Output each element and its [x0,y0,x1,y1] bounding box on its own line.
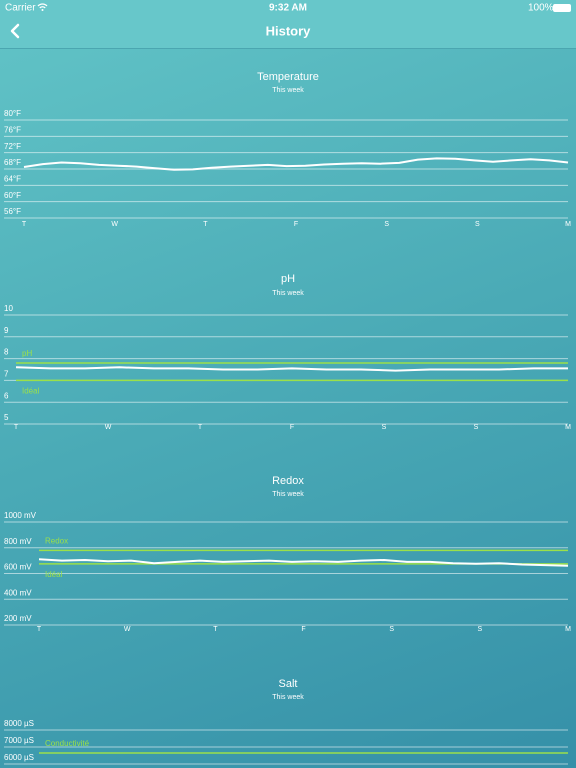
x-tick-label: T [213,626,218,633]
x-tick-label: T [203,221,208,228]
y-tick-label: 72°F [4,142,21,151]
reference-label: Conductivité [45,739,90,748]
y-tick-label: 8000 µS [4,719,34,728]
chart-title: Redox [272,475,304,487]
y-tick-label: 8 [4,348,9,357]
chart-subtitle: This week [272,694,304,701]
x-tick-label: M [565,424,571,431]
battery-icon [553,4,571,12]
x-tick-label: T [22,221,27,228]
data-line [15,366,568,372]
y-tick-label: 56°F [4,207,21,216]
y-tick-label: 80°F [4,109,21,118]
x-tick-label: S [384,221,389,228]
x-tick-label: W [105,424,112,431]
y-tick-label: 400 mV [4,588,32,597]
chart-subtitle: This week [272,290,304,297]
x-tick-label: S [475,221,480,228]
x-tick-label: S [477,626,482,633]
x-tick-label: T [198,424,203,431]
chart-subtitle: This week [272,87,304,94]
x-tick-label: S [382,424,387,431]
x-tick-label: T [37,626,42,633]
y-tick-label: 76°F [4,125,21,134]
x-tick-label: W [111,221,118,228]
y-tick-label: 1000 mV [4,511,37,520]
nav-title: History [266,23,312,38]
y-tick-label: 6 [4,391,9,400]
x-tick-label: F [301,626,305,633]
y-tick-label: 7 [4,370,9,379]
y-tick-label: 10 [4,304,13,313]
y-tick-label: 6000 µS [4,753,34,762]
y-tick-label: 9 [4,326,9,335]
y-tick-label: 800 mV [4,537,32,546]
x-tick-label: F [294,221,298,228]
x-tick-label: W [124,626,131,633]
chart-title: Temperature [257,71,319,83]
clock: 9:32 AM [269,3,307,14]
wifi-icon [37,3,48,9]
x-tick-label: M [565,626,571,633]
chart-title: pH [281,273,295,285]
y-tick-label: 68°F [4,158,21,167]
battery-level: 100% [528,3,554,14]
y-tick-label: 600 mV [4,563,32,572]
x-tick-label: S [389,626,394,633]
back-button[interactable] [10,23,20,39]
chart-subtitle: This week [272,491,304,498]
y-tick-label: 200 mV [4,614,32,623]
x-tick-label: S [474,424,479,431]
wifi-dot [41,9,44,11]
x-tick-label: F [290,424,294,431]
y-tick-label: 64°F [4,174,21,183]
x-tick-label: T [14,424,19,431]
reference-label: Redox [45,536,68,545]
x-tick-label: M [565,221,571,228]
chart-title: Salt [279,678,298,690]
data-line [23,157,569,171]
y-tick-label: 5 [4,413,9,422]
data-line [38,558,569,567]
nav-bar [0,0,576,48]
reference-label: pH [22,349,32,358]
y-tick-label: 7000 µS [4,736,34,745]
reference-label: Idéal [45,570,63,579]
reference-label: Idéal [22,387,40,396]
y-tick-label: 60°F [4,191,21,200]
carrier: Carrier [5,3,36,14]
